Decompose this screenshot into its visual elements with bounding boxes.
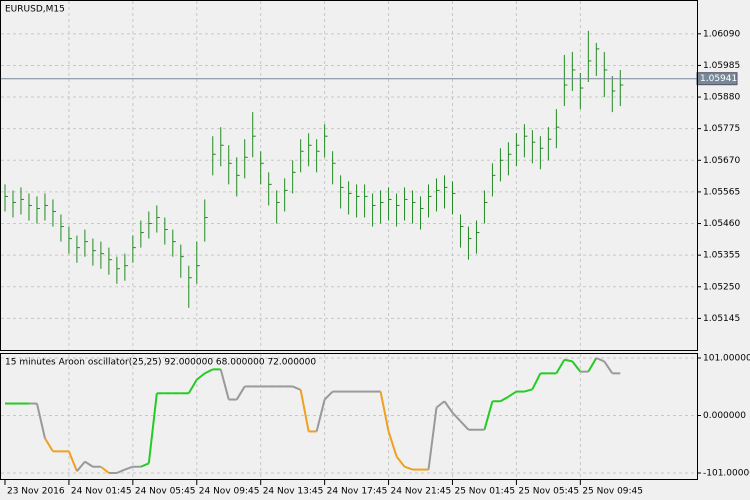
oscillator-segment [404,465,413,471]
oscillator-segment [219,369,230,400]
y-tick-label: 1.05460 [703,219,740,229]
oscillator-segment [459,420,470,431]
y-tick-label: 1.05985 [703,61,740,71]
oscillator-segment [140,462,150,468]
x-tick-label: 24 Nov 01:45 [71,487,132,497]
y-tick-label: 1.05565 [703,187,740,197]
x-tick-label: 25 Nov 05:45 [518,487,579,497]
oscillator-segment [387,431,398,457]
oscillator-segment [323,390,334,401]
x-tick-label: 25 Nov 01:45 [454,487,515,497]
oscillator-segment [499,395,509,403]
oscillator-segment [187,379,198,394]
main-frame [0,0,698,351]
oscillator-segment [451,411,462,422]
oscillator-segment [564,358,573,363]
oscillator-segment [483,400,494,430]
oscillator-segment [395,455,406,468]
oscillator-segment [100,465,110,474]
oscillator-segment [531,372,542,390]
y-tick-label: 0.000000 [703,411,746,421]
oscillator-segment [299,389,310,432]
symbol-title: EURUSD,M15 [5,5,65,15]
y-tick-label: 1.06090 [703,29,740,39]
oscillator-segment [587,357,598,373]
y-tick-label: 1.05145 [703,314,740,324]
y-tick-label: 1.05775 [703,124,740,134]
y-tick-label: 101.000000 [703,353,750,363]
oscillator-segment [315,399,326,432]
x-tick-label: 24 Nov 05:45 [135,487,196,497]
y-tick-label: 1.05250 [703,282,740,292]
oscillator-segment [147,393,158,464]
y-tick-label: -101.000000 [703,468,750,478]
last-price-label: 1.05941 [700,74,737,84]
y-tick-label: 1.05880 [703,93,740,103]
oscillator-segment [67,450,78,472]
oscillator-segment [76,460,86,472]
x-tick-label: 24 Nov 17:45 [327,487,388,497]
oscillator-segment [443,400,454,414]
oscillator-segment [124,465,134,471]
oscillator-segment [427,407,438,470]
x-tick-label: 23 Nov 2016 [7,487,65,497]
x-tick-label: 25 Nov 09:45 [582,487,643,497]
oscillator-segment [571,360,582,373]
x-tick-label: 24 Nov 21:45 [391,487,452,497]
y-tick-label: 1.05670 [703,156,740,166]
oscillator-segment [507,390,517,398]
oscillator-segment [555,359,566,374]
oscillator-segment [116,468,126,474]
x-tick-label: 24 Nov 09:45 [199,487,260,497]
oscillator-segment [204,368,214,375]
oscillator-segment [435,400,446,409]
oscillator-segment [84,460,94,468]
oscillator-segment [196,372,206,381]
oscillator-segment [603,360,614,374]
oscillator-segment [35,403,46,439]
indicator-frame [0,353,698,480]
oscillator-segment [235,385,246,401]
oscillator-segment [44,437,54,452]
indicator-title: 15 minutes Aroon oscillator(25,25) 92.00… [5,358,316,368]
oscillator-segment [595,357,605,363]
oscillator-segment [524,388,533,393]
oscillator-segment [379,391,390,432]
y-tick-label: 1.05355 [703,251,740,261]
oscillator-segment [292,385,302,391]
x-tick-label: 24 Nov 13:45 [263,487,324,497]
